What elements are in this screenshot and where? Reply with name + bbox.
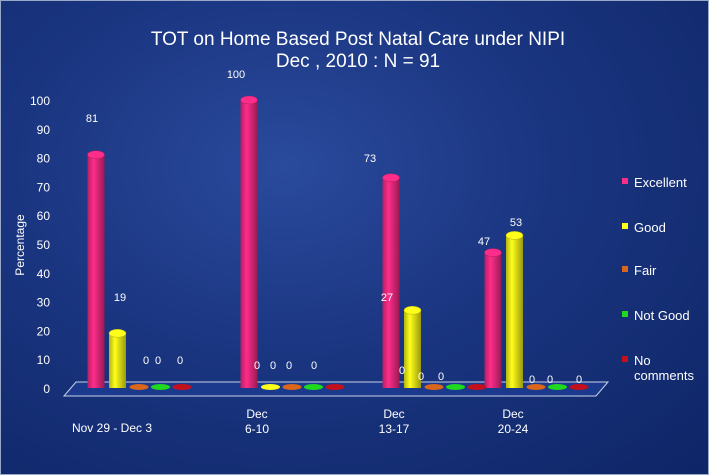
bar-top [87,150,105,159]
legend-label: Excellent [634,175,687,190]
y-axis-ticks: 0 10 20 30 40 50 60 70 80 90 100 [30,94,50,396]
data-label: 0 [418,371,424,383]
y-axis-label: Percentage [13,214,27,276]
bar-top [403,305,422,315]
legend-swatch [622,223,628,229]
bar-top [505,231,524,240]
legend-label: Not Good [634,308,690,323]
data-label: 0 [529,374,535,386]
data-label: 0 [270,360,276,372]
data-label: 0 [177,355,183,367]
bar-top [382,173,400,183]
data-label: 100 [227,69,245,81]
bar [506,235,523,388]
category-label: 13-17 [379,422,410,436]
data-label: 0 [311,360,317,372]
bar [382,177,400,388]
y-tick-label: 0 [43,382,50,396]
legend-label: comments [634,368,694,383]
y-tick-label: 20 [37,324,51,338]
bar-top [108,329,127,338]
legend-label: No [634,353,651,368]
category-label: Dec [246,407,267,421]
bar-zero [304,384,323,390]
bar-zero [261,384,280,390]
bar-zero [151,384,170,390]
legend-label: Fair [634,263,657,278]
bar [87,154,105,388]
chart-subtitle: Dec , 2010 : N = 91 [276,51,440,72]
data-label: 81 [86,113,98,125]
bar-zero [282,384,302,390]
bar-zero [467,384,487,390]
bar [404,310,421,388]
bar-top [484,248,502,257]
bar-top [240,95,258,105]
bars [87,95,589,390]
legend-swatch [622,311,628,317]
bar [109,333,126,388]
y-tick-label: 30 [37,296,51,310]
data-label: 73 [364,153,376,165]
bar-zero [172,384,192,390]
y-tick-label: 60 [37,209,51,223]
bar-zero [446,384,465,390]
bar-zero [526,384,546,390]
y-tick-label: 50 [37,238,51,252]
y-tick-label: 80 [37,152,51,166]
y-tick-label: 70 [37,180,51,194]
data-label: 0 [547,374,553,386]
y-tick-label: 90 [37,123,51,137]
bar-zero [129,384,149,390]
data-label: 27 [381,292,393,304]
legend-swatch [622,178,628,184]
bar [484,252,502,388]
bar-zero [569,384,589,390]
legend-swatch [622,266,628,272]
y-tick-label: 10 [37,353,51,367]
data-label: 0 [399,365,405,377]
bar-zero [548,384,567,390]
data-label: 0 [576,374,582,386]
data-label: 47 [478,236,490,248]
data-label: 0 [286,360,292,372]
y-tick-label: 100 [30,94,50,108]
legend-swatch [622,356,628,362]
category-label: Dec [502,407,523,421]
bar-zero [325,384,345,390]
data-label: 19 [114,292,126,304]
category-label: 20-24 [498,422,529,436]
data-label: 0 [155,355,161,367]
category-label: Nov 29 - Dec 3 [72,421,152,435]
category-label: Dec [383,407,404,421]
chart-title: TOT on Home Based Post Natal Care under … [151,29,565,50]
data-label: 0 [438,371,444,383]
category-label: 6-10 [245,422,269,436]
bar [240,100,258,388]
bar-zero [424,384,444,390]
legend-label: Good [634,220,666,235]
data-label: 53 [510,217,522,229]
data-label: 0 [143,355,149,367]
data-label: 0 [254,360,260,372]
y-tick-label: 40 [37,267,51,281]
